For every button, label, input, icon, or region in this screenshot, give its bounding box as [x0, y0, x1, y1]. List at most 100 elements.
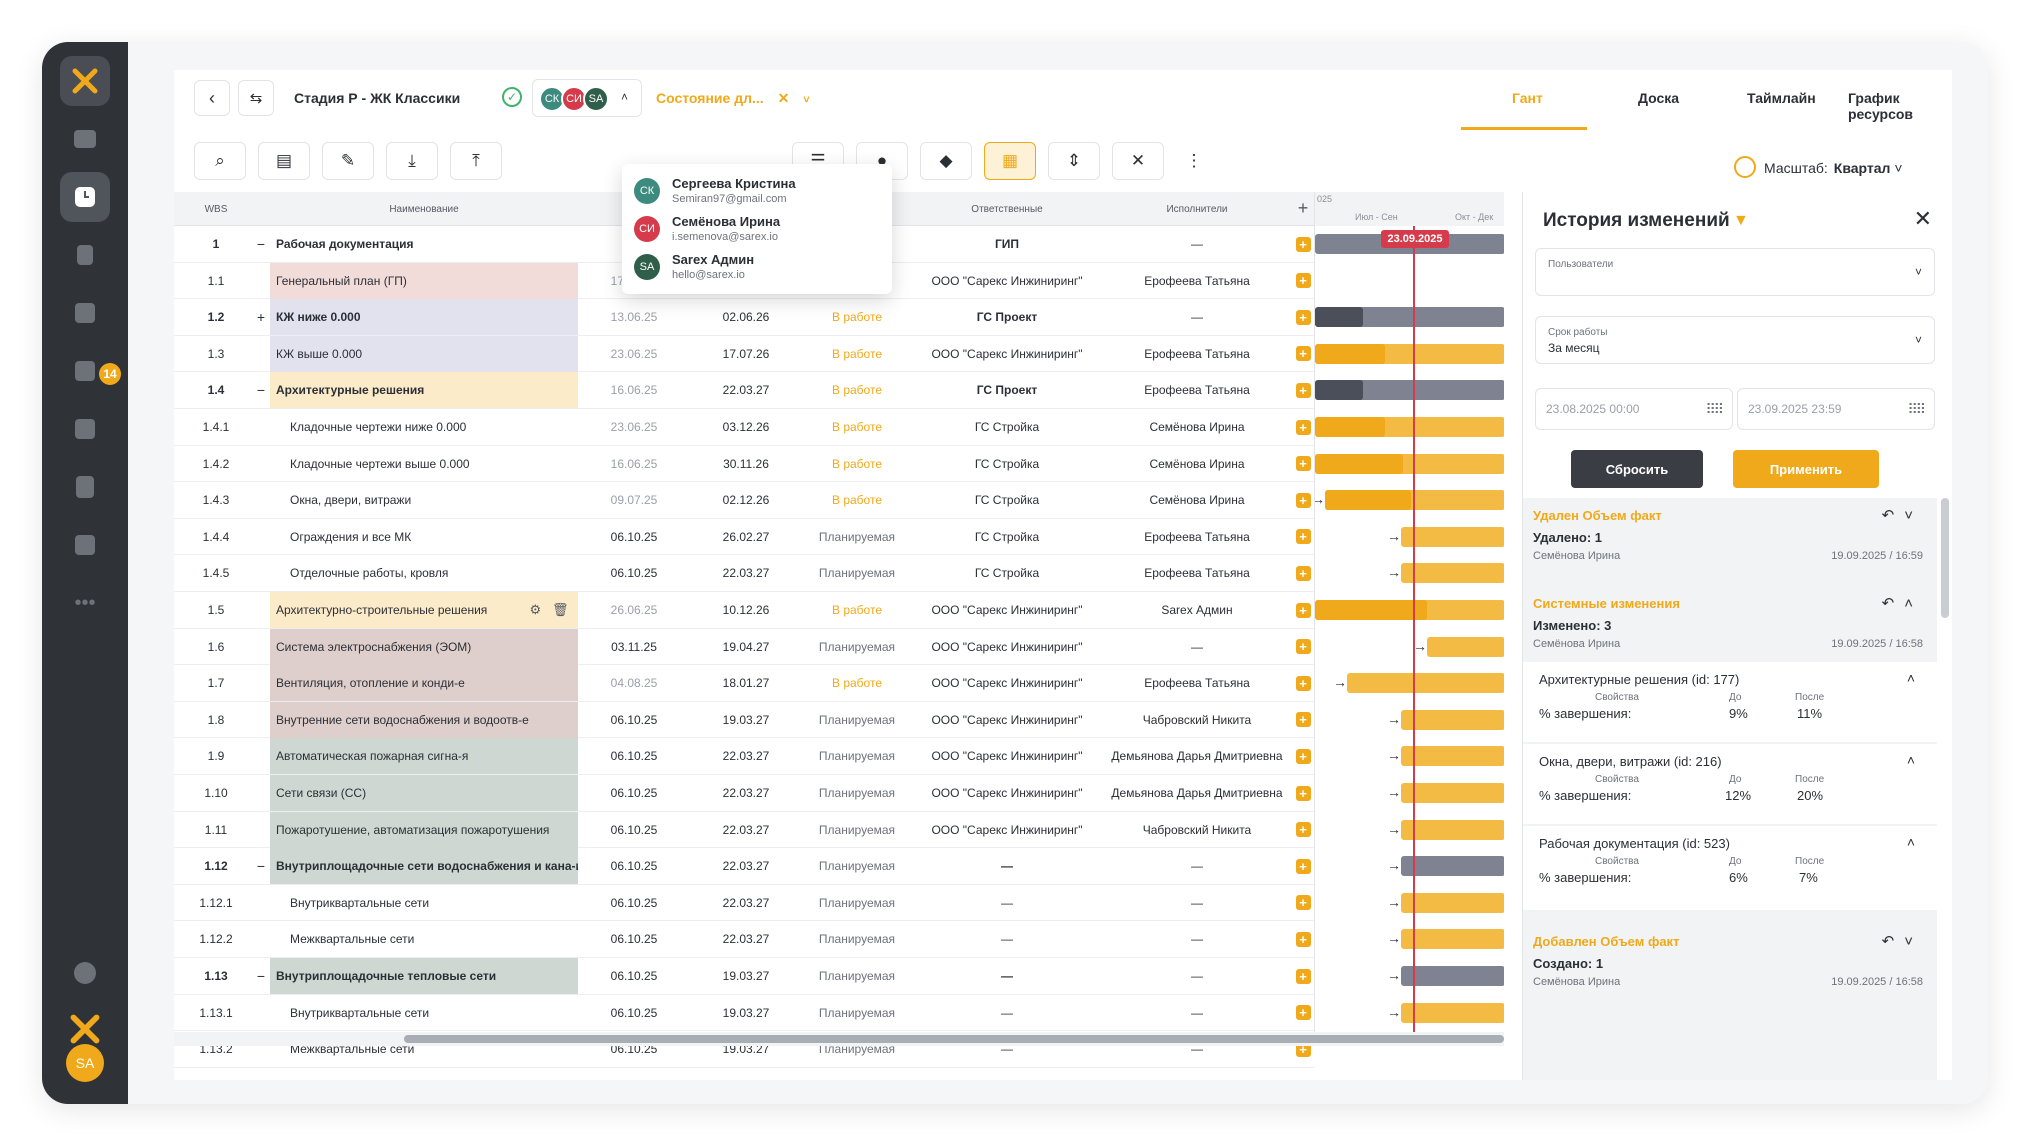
add-row-button[interactable]: + [1292, 812, 1314, 848]
add-row-button[interactable]: + [1292, 592, 1314, 628]
search-button[interactable]: ⌕ [194, 142, 246, 180]
add-row-button[interactable]: + [1292, 263, 1314, 299]
reset-button[interactable]: Сбросить [1571, 450, 1703, 488]
cell-name[interactable]: КЖ выше 0.000 [270, 335, 578, 372]
add-column-button[interactable]: + [1297, 198, 1309, 218]
table-row[interactable]: 1.12.1 Внутриквартальные сети 06.10.25 22.0… [174, 885, 1314, 922]
table-row[interactable]: 1.3 КЖ выше 0.000 23.06.25 17.07.26 В работе… [174, 335, 1314, 373]
avatars-selector[interactable]: СК СИ SA ˄ [532, 79, 642, 117]
tab-resources[interactable]: График ресурсов [1848, 90, 1914, 122]
date-from-input[interactable]: 23.08.2025 00:00 ⠿⠿ [1535, 388, 1733, 430]
sarex-logo-button[interactable] [60, 56, 110, 106]
add-row-button[interactable]: + [1292, 372, 1314, 408]
calendar-grid-icon[interactable]: ⠿⠿ [1705, 401, 1723, 417]
date-to-input[interactable]: 23.09.2025 23:59 ⠿⠿ [1737, 388, 1935, 430]
tab-timeline[interactable]: Таймлайн [1747, 90, 1816, 106]
add-row-button[interactable]: + [1292, 921, 1314, 957]
cell-name[interactable]: Автоматическая пожарная сигна-я [270, 738, 578, 775]
history-scrollbar[interactable] [1941, 498, 1949, 618]
add-row-button[interactable]: + [1292, 702, 1314, 738]
tab-board[interactable]: Доска [1638, 90, 1680, 106]
sidebar-item-buildings[interactable] [60, 462, 110, 512]
gantt-bar[interactable] [1401, 892, 1504, 913]
gantt-bar[interactable] [1401, 783, 1504, 803]
cell-name[interactable]: Вентиляция, отопление и конди-е [270, 665, 578, 702]
table-row[interactable]: 1.12.2 Межквартальные сети 06.10.25 22.03.2… [174, 921, 1314, 958]
sidebar-item-docs[interactable] [60, 230, 110, 280]
cell-name[interactable]: Внутриплощадочные тепловые сети [270, 958, 578, 994]
gantt-bar[interactable] [1401, 709, 1504, 730]
sidebar-item-reports[interactable] [60, 520, 110, 570]
gantt-bar[interactable] [1315, 600, 1504, 620]
chevron-up-icon[interactable]: ˄ [1906, 752, 1915, 768]
add-row-button[interactable]: + [1292, 409, 1314, 445]
import-button[interactable]: ⤓ [386, 142, 438, 180]
back-button[interactable]: ‹ [194, 80, 230, 116]
table-row[interactable]: 1.10 Сети связи (СС) 06.10.25 22.03.27 Плани… [174, 775, 1314, 812]
add-row-button[interactable]: + [1292, 885, 1314, 921]
more-options-button[interactable]: ⋮ [1168, 142, 1220, 180]
row-toggle[interactable]: − [256, 382, 266, 399]
cell-name[interactable]: КЖ ниже 0.000 [270, 299, 578, 336]
gantt-bar[interactable] [1401, 563, 1504, 584]
cell-name[interactable]: Внутриквартальные сети [290, 895, 430, 910]
filter-icon[interactable]: ▼ [1733, 212, 1749, 229]
add-row-button[interactable]: + [1292, 738, 1314, 774]
row-toggle[interactable]: − [256, 968, 266, 984]
apply-button[interactable]: Применить [1733, 450, 1879, 488]
cell-name[interactable]: Архитектурно-строительные решения [270, 592, 578, 628]
expand-button[interactable]: ⇕ [1048, 142, 1100, 180]
period-select[interactable]: Срок работы За месяц ˅ [1535, 316, 1935, 364]
table-row[interactable]: 1.13 − Внутриплощадочные тепловые сети 06.1… [174, 958, 1314, 995]
gantt-bar[interactable] [1401, 746, 1504, 767]
tab-gantt[interactable]: Гант [1512, 90, 1543, 106]
table-row[interactable]: 1.4.5 Отделочные работы, кровля 06.10.25 22… [174, 555, 1314, 592]
table-row[interactable]: 1.4.1 Кладочные чертежи ниже 0.000 23.06.2… [174, 409, 1314, 446]
cell-name[interactable]: Архитектурные решения [270, 372, 578, 409]
cell-name[interactable]: Пожаротушение, автоматизация пожаротушен… [270, 811, 578, 848]
add-row-button[interactable]: + [1292, 519, 1314, 555]
table-row[interactable]: 1.7 Вентиляция, отопление и конди-е 04.08.… [174, 665, 1314, 702]
table-row[interactable]: 1.5 Архитектурно-строительные решения 26.0… [174, 592, 1314, 629]
edit-button[interactable]: ✎ [322, 142, 374, 180]
cell-name[interactable]: Ограждения и все МК [290, 529, 412, 544]
add-row-button[interactable]: + [1292, 665, 1314, 701]
gantt-bar[interactable] [1427, 636, 1504, 657]
chevron-up-icon[interactable]: ˄ [1906, 670, 1915, 686]
state-filter[interactable]: Состояние дл... ✕ ˅ [656, 90, 810, 107]
chevron-up-icon[interactable]: ˄ [1906, 834, 1915, 850]
gantt-bar[interactable] [1315, 307, 1504, 328]
table-row[interactable]: 1.8 Внутренние сети водоснабжения и водоо… [174, 701, 1314, 739]
add-row-button[interactable]: + [1292, 629, 1314, 665]
row-toggle[interactable]: − [256, 858, 266, 875]
clear-icon[interactable]: ✕ [777, 90, 790, 106]
table-row[interactable]: 1.6 Система электроснабжения (ЭОМ) 03.11.2… [174, 628, 1314, 666]
gantt-bar[interactable] [1401, 856, 1504, 877]
table-view-button[interactable]: ▦ [984, 142, 1036, 180]
add-row-button[interactable]: + [1292, 555, 1314, 591]
help-button[interactable] [60, 948, 110, 998]
sidebar-more-button[interactable]: ••• [60, 578, 110, 628]
add-row-button[interactable]: + [1292, 299, 1314, 335]
scale-selector[interactable]: Масштаб: Квартал ˅ [1764, 160, 1903, 176]
cell-name[interactable]: Межквартальные сети [290, 932, 415, 947]
history-card[interactable]: Удален Объем факт Удалено: 1 Семёнова Ир… [1523, 498, 1937, 568]
switch-project-button[interactable]: ⇆ [238, 80, 274, 116]
gantt-bar[interactable] [1315, 453, 1504, 474]
add-row-button[interactable]: + [1292, 958, 1314, 994]
gantt-bar[interactable] [1347, 673, 1504, 694]
horizontal-scrollbar[interactable] [174, 1032, 1504, 1046]
table-row[interactable]: 1.9 Автоматическая пожарная сигна-я 06.10.… [174, 738, 1314, 775]
add-row-button[interactable]: + [1292, 226, 1314, 262]
add-row-button[interactable]: + [1292, 848, 1314, 884]
user-avatar[interactable]: SA [66, 1044, 104, 1082]
clipboard-button[interactable]: ▤ [258, 142, 310, 180]
gantt-bar[interactable] [1401, 526, 1504, 547]
sidebar-item-alerts[interactable] [60, 288, 110, 338]
sidebar-item-calendar[interactable] [60, 404, 110, 454]
gantt-bar[interactable] [1315, 417, 1504, 437]
fill-button[interactable]: ◆ [920, 142, 972, 180]
cell-name[interactable]: Внутриплощадочные сети водоснабжения и к… [270, 848, 578, 885]
table-row[interactable]: 1.4.4 Ограждения и все МК 06.10.25 26.02.27… [174, 519, 1314, 556]
gantt-bar[interactable] [1401, 819, 1504, 840]
